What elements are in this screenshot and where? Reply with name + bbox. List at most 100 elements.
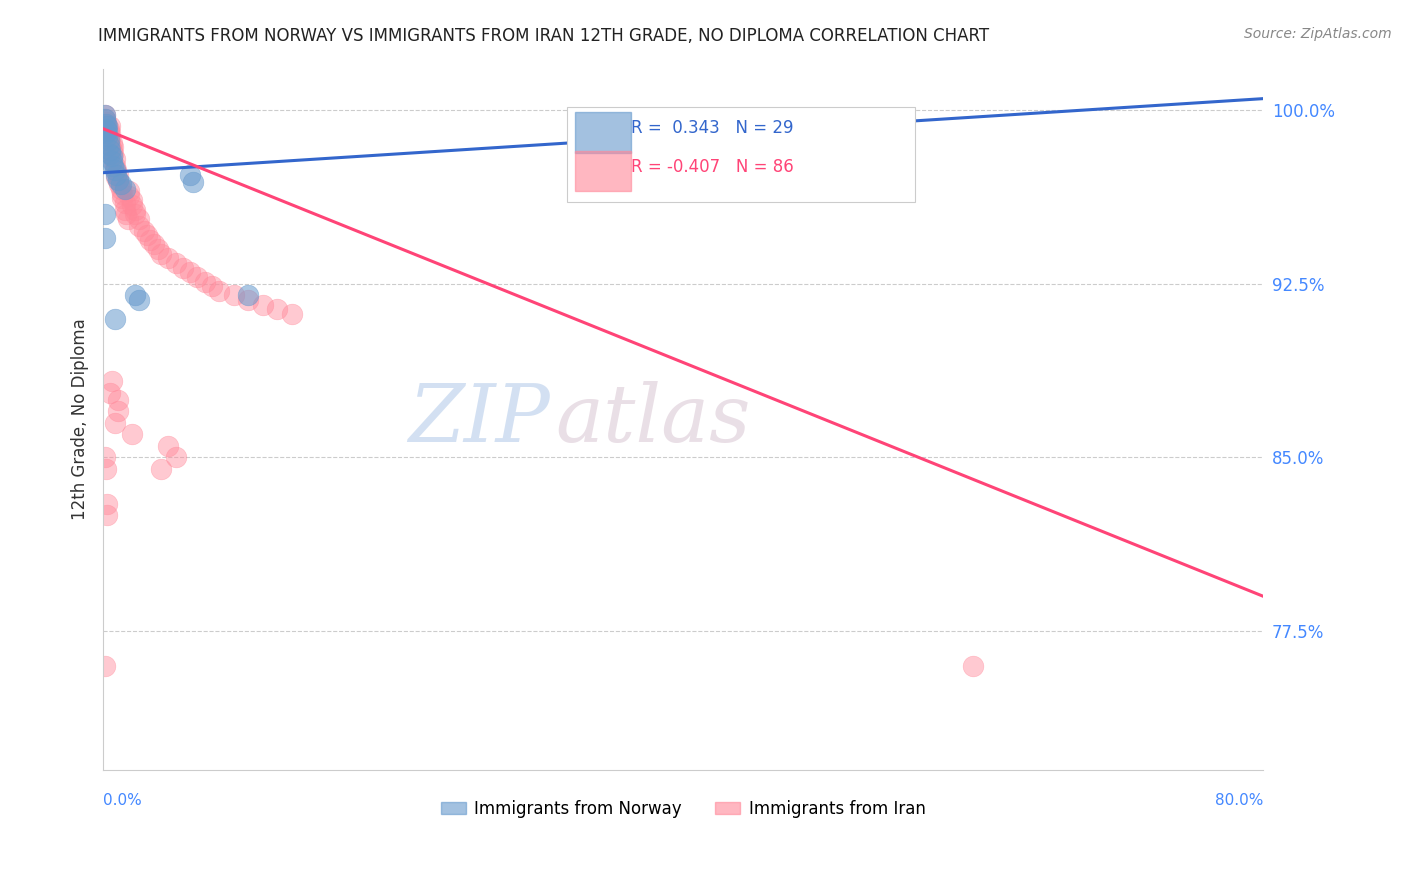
Point — [93, 230, 115, 244]
Point — [96, 128, 118, 143]
Point — [179, 265, 201, 279]
Point — [194, 275, 217, 289]
Point — [110, 182, 132, 196]
Point — [101, 143, 124, 157]
Point — [121, 427, 143, 442]
Point — [266, 302, 288, 317]
Point — [94, 137, 117, 152]
Point — [100, 126, 122, 140]
Point — [94, 121, 117, 136]
Text: ZIP: ZIP — [408, 381, 550, 458]
Point — [165, 256, 187, 270]
Point — [93, 112, 115, 127]
Point — [150, 246, 173, 260]
Point — [121, 194, 143, 208]
Point — [124, 288, 146, 302]
Point — [117, 212, 139, 227]
Text: atlas: atlas — [555, 381, 751, 458]
Y-axis label: 12th Grade, No Diploma: 12th Grade, No Diploma — [72, 318, 89, 520]
Point — [96, 124, 118, 138]
Point — [101, 374, 124, 388]
Point — [101, 136, 124, 150]
Point — [100, 131, 122, 145]
Point — [94, 115, 117, 129]
Point — [96, 136, 118, 150]
Point — [96, 131, 118, 145]
Point — [97, 133, 120, 147]
Point — [238, 288, 260, 302]
Point — [100, 137, 122, 152]
Text: R = -0.407   N = 86: R = -0.407 N = 86 — [631, 158, 794, 176]
Point — [104, 163, 127, 178]
Point — [104, 311, 127, 326]
Point — [157, 252, 180, 266]
Point — [94, 462, 117, 476]
Point — [96, 508, 118, 523]
Point — [135, 228, 157, 243]
Point — [118, 189, 141, 203]
Point — [103, 140, 125, 154]
Legend: Immigrants from Norway, Immigrants from Iran: Immigrants from Norway, Immigrants from … — [434, 794, 932, 825]
Point — [128, 219, 150, 233]
Point — [107, 168, 129, 182]
Text: 80.0%: 80.0% — [1215, 793, 1264, 808]
Text: Source: ZipAtlas.com: Source: ZipAtlas.com — [1244, 27, 1392, 41]
Point — [100, 143, 122, 157]
Point — [93, 207, 115, 221]
Point — [104, 152, 127, 166]
Point — [108, 178, 131, 192]
Point — [93, 108, 115, 122]
Point — [107, 172, 129, 186]
Text: 0.0%: 0.0% — [103, 793, 142, 808]
Point — [208, 284, 231, 298]
Point — [93, 120, 115, 134]
Point — [97, 121, 120, 136]
Point — [105, 170, 128, 185]
Point — [142, 237, 165, 252]
FancyBboxPatch shape — [575, 112, 631, 153]
Point — [107, 392, 129, 407]
Text: R =  0.343   N = 29: R = 0.343 N = 29 — [631, 120, 793, 137]
Point — [94, 124, 117, 138]
Point — [93, 658, 115, 673]
Point — [118, 184, 141, 198]
Point — [104, 416, 127, 430]
Point — [94, 117, 117, 131]
Point — [172, 260, 194, 275]
Point — [114, 195, 136, 210]
Point — [93, 108, 115, 122]
Point — [121, 198, 143, 212]
Point — [100, 385, 122, 400]
Point — [100, 120, 122, 134]
Point — [100, 147, 122, 161]
Point — [101, 149, 124, 163]
Point — [138, 233, 160, 247]
Point — [93, 450, 115, 465]
Point — [186, 269, 208, 284]
Point — [132, 223, 155, 237]
Point — [96, 497, 118, 511]
Point — [114, 202, 136, 217]
Point — [124, 202, 146, 217]
Point — [111, 186, 134, 201]
Point — [157, 439, 180, 453]
Point — [179, 168, 201, 182]
Point — [110, 178, 132, 192]
Point — [105, 168, 128, 182]
Point — [148, 242, 170, 256]
Point — [165, 450, 187, 465]
Point — [103, 159, 125, 173]
Point — [128, 212, 150, 227]
Point — [97, 137, 120, 152]
Point — [104, 159, 127, 173]
FancyBboxPatch shape — [575, 151, 631, 191]
Point — [93, 126, 115, 140]
Point — [181, 175, 204, 189]
Point — [93, 112, 115, 127]
Point — [201, 279, 224, 293]
Point — [107, 404, 129, 418]
Point — [97, 126, 120, 140]
Point — [96, 149, 118, 163]
Point — [252, 298, 274, 312]
Point — [105, 163, 128, 178]
